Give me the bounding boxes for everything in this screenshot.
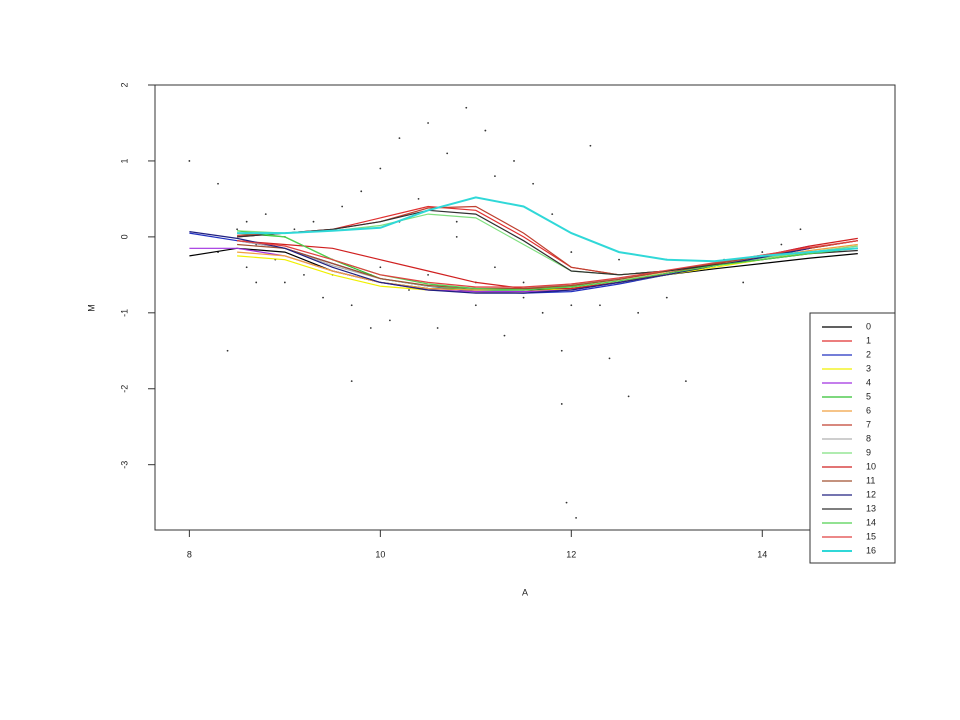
point — [513, 160, 515, 162]
legend-label: 11 — [866, 475, 875, 485]
point — [264, 213, 267, 215]
point — [245, 220, 248, 223]
point — [474, 304, 477, 307]
point — [761, 251, 764, 253]
point — [417, 198, 420, 200]
point — [388, 319, 391, 322]
legend-label: 0 — [866, 321, 871, 331]
point — [684, 380, 687, 383]
legend-label: 9 — [866, 447, 871, 457]
point — [570, 251, 573, 253]
legend-label: 10 — [866, 461, 876, 471]
point — [560, 349, 563, 352]
series-line — [237, 213, 858, 276]
legend-label: 14 — [866, 517, 876, 527]
series-line — [237, 251, 811, 293]
point — [599, 304, 601, 307]
legend-label: 13 — [866, 503, 876, 513]
legend-label: 4 — [866, 377, 871, 387]
legend-label: 2 — [866, 349, 871, 359]
point — [427, 122, 429, 124]
x-tick-label: 8 — [187, 549, 192, 559]
point — [627, 395, 630, 398]
point — [369, 327, 372, 329]
point — [570, 304, 573, 307]
point — [379, 266, 382, 269]
x-tick-label: 14 — [757, 549, 767, 559]
point — [455, 235, 458, 238]
legend-label: 3 — [866, 363, 871, 373]
point — [575, 516, 577, 519]
plot-frame — [154, 84, 896, 531]
point — [217, 182, 219, 185]
legend-label: 7 — [866, 419, 871, 429]
point — [408, 289, 410, 291]
point — [522, 296, 525, 299]
point — [494, 266, 496, 269]
series-line — [237, 232, 858, 291]
point — [560, 403, 563, 405]
legend-label: 6 — [866, 405, 871, 415]
point — [503, 334, 506, 337]
point — [350, 380, 353, 383]
point — [484, 129, 487, 132]
point — [522, 281, 525, 284]
series-line — [237, 230, 858, 291]
point — [255, 281, 258, 284]
series-line — [189, 247, 858, 291]
point — [618, 258, 620, 261]
point — [799, 228, 802, 231]
point — [188, 160, 191, 162]
legend-label: 15 — [866, 531, 876, 541]
y-axis-label: M — [86, 304, 96, 312]
point — [360, 190, 363, 193]
point — [780, 243, 783, 246]
point — [565, 501, 568, 504]
legend-box — [809, 312, 896, 564]
point — [293, 228, 296, 231]
legend-label: 5 — [866, 391, 871, 401]
x-tick-label: 12 — [566, 549, 576, 559]
series-line — [237, 243, 858, 291]
point — [608, 357, 611, 360]
y-tick-label: -3 — [119, 461, 129, 469]
point — [532, 182, 535, 185]
point — [226, 349, 229, 352]
y-tick-label: 2 — [119, 82, 129, 87]
point — [303, 273, 305, 276]
point — [455, 220, 458, 223]
series-line — [237, 196, 858, 263]
point — [742, 281, 745, 284]
y-tick-label: 0 — [119, 234, 129, 239]
point — [436, 327, 439, 329]
legend-label: 16 — [866, 545, 876, 555]
point — [379, 167, 382, 170]
point — [283, 281, 286, 284]
point — [350, 304, 353, 307]
point — [637, 311, 640, 314]
point — [589, 144, 592, 147]
point — [446, 152, 449, 155]
point — [665, 296, 668, 299]
point — [465, 106, 468, 109]
y-tick-label: 1 — [119, 158, 129, 163]
point — [398, 137, 401, 140]
x-axis-label: A — [522, 587, 528, 597]
y-tick-label: -2 — [119, 385, 129, 393]
y-tick-label: -1 — [119, 309, 129, 317]
legend-label: 12 — [866, 489, 876, 499]
point — [341, 205, 344, 208]
point — [541, 311, 544, 314]
point — [551, 213, 554, 215]
point — [427, 273, 429, 276]
point — [312, 220, 315, 223]
x-tick-label: 10 — [375, 549, 385, 559]
point — [494, 175, 496, 178]
legend-label: 1 — [866, 335, 871, 345]
point — [245, 266, 248, 269]
point — [236, 228, 239, 231]
legend-label: 8 — [866, 433, 871, 443]
point — [322, 296, 324, 299]
